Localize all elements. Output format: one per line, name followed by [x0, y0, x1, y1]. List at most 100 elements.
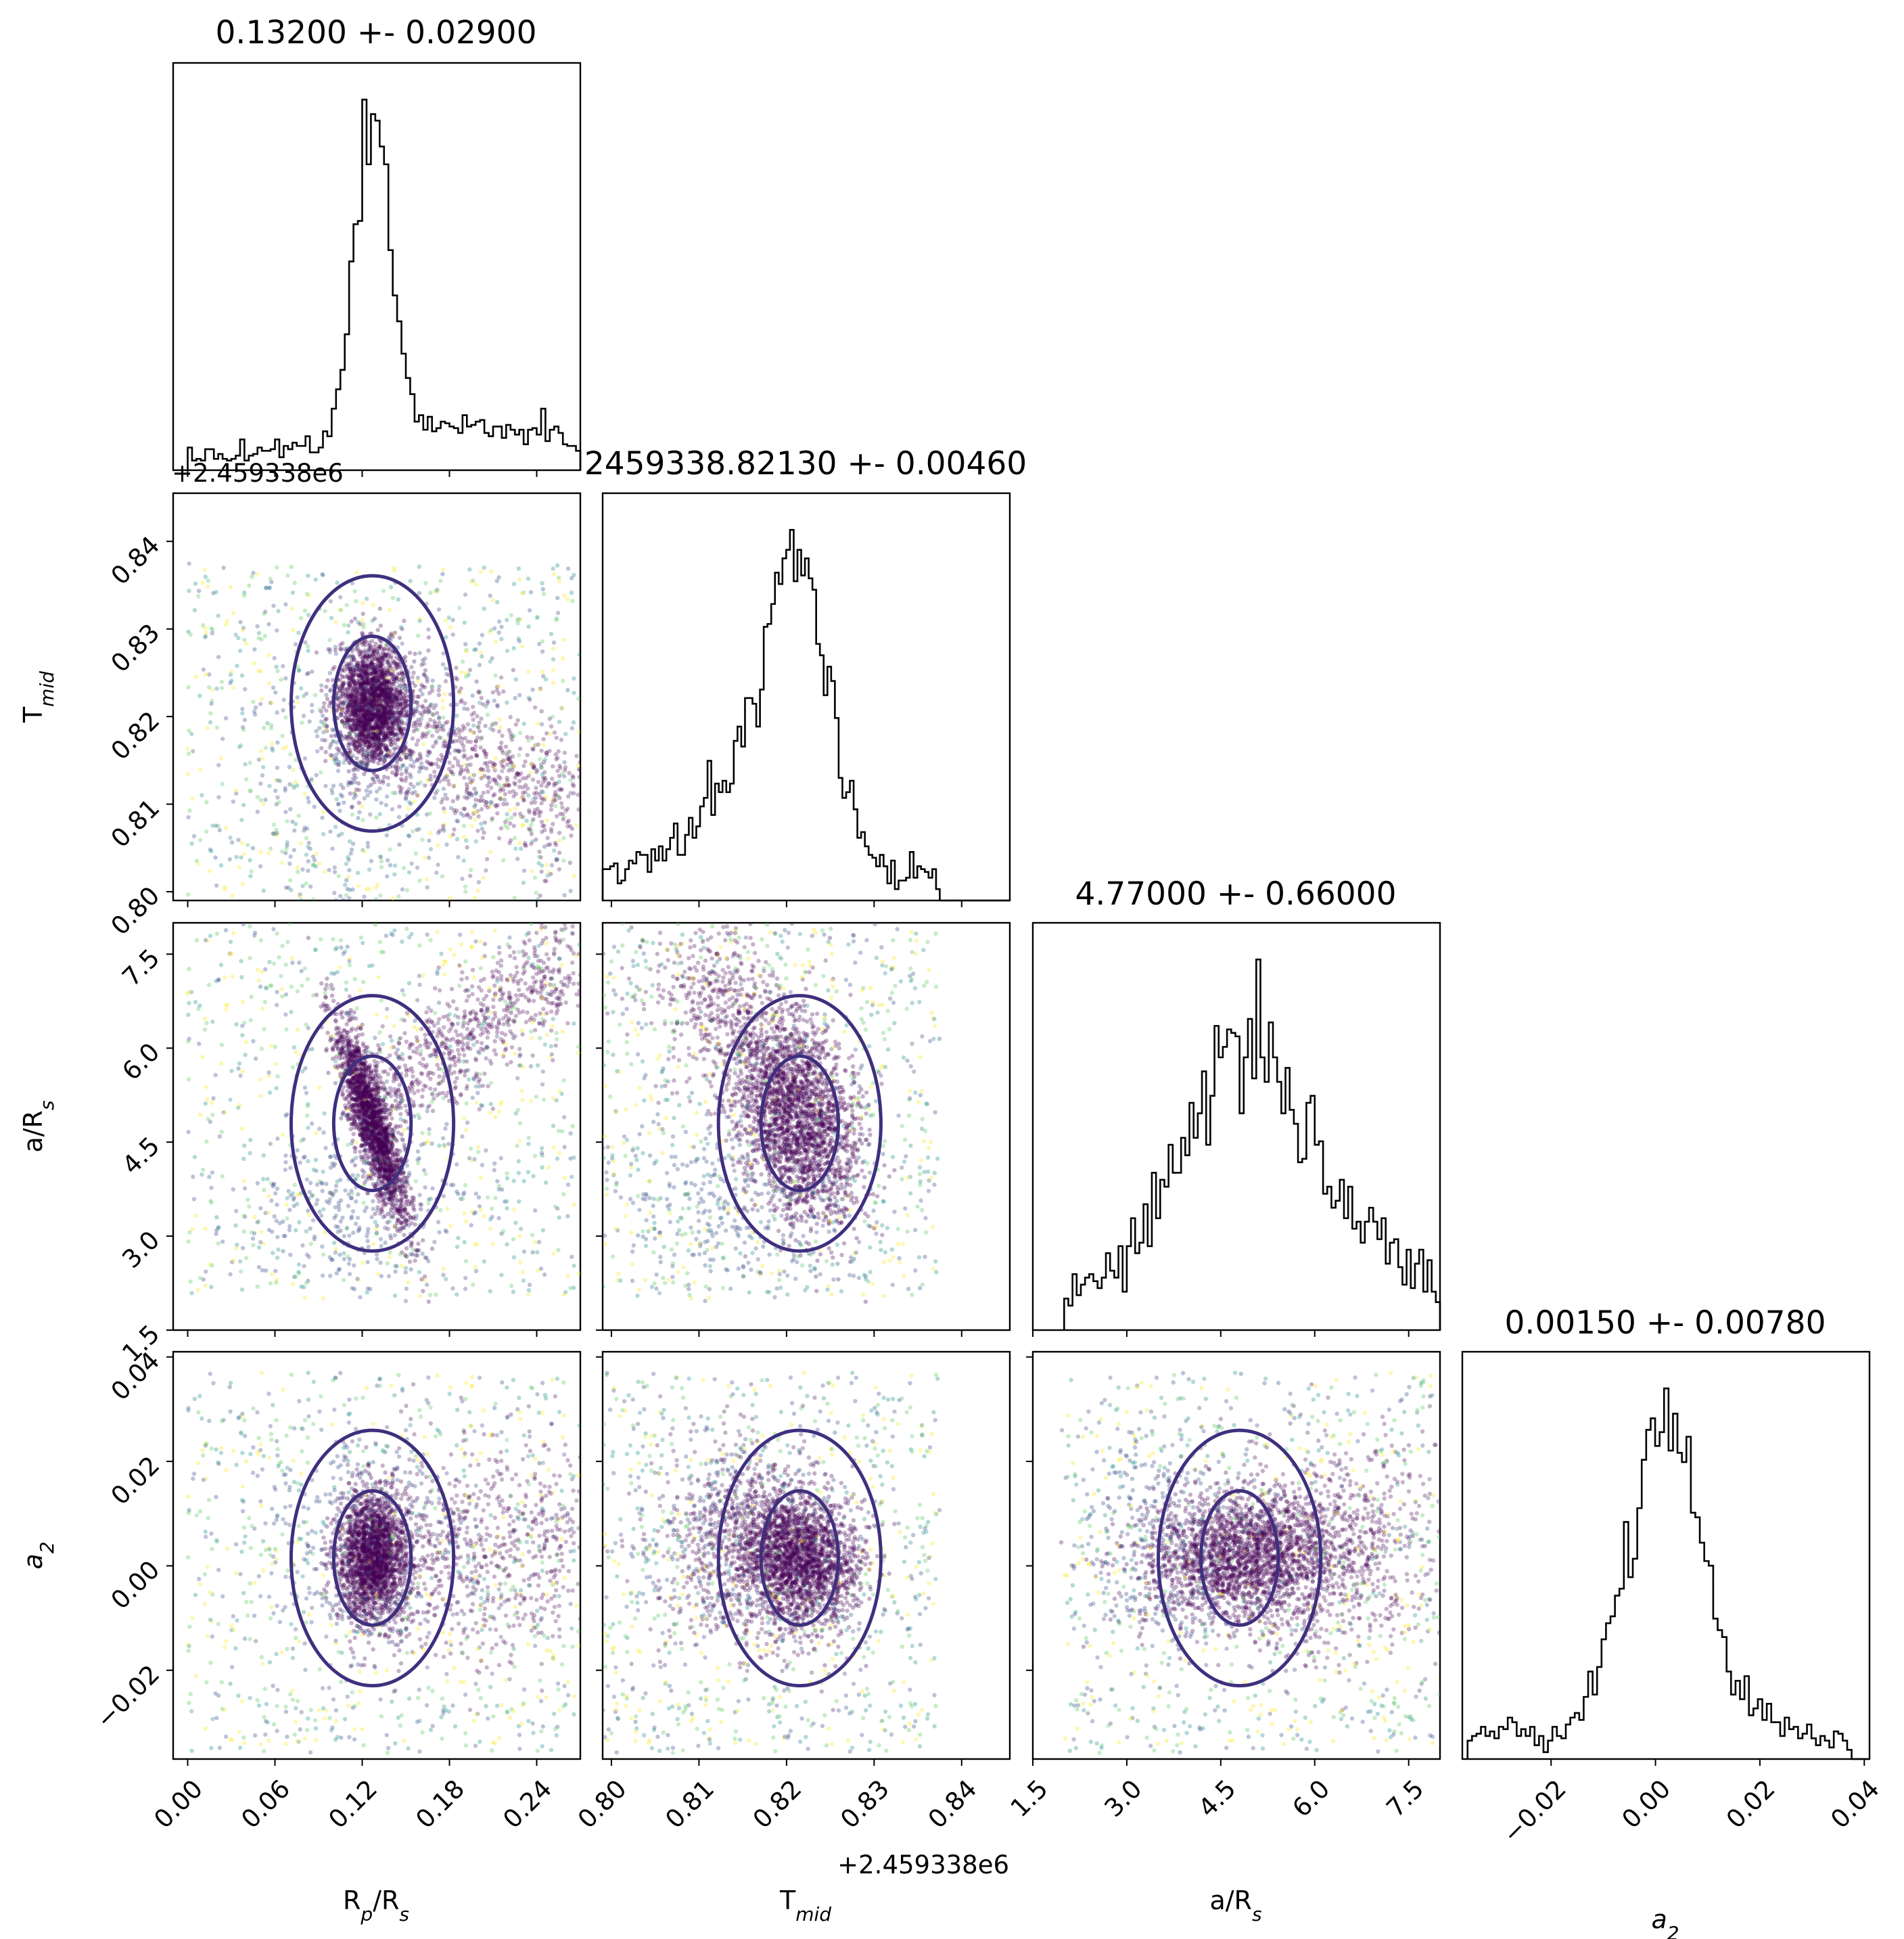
- sample-point: [381, 698, 386, 703]
- sample-point: [358, 762, 364, 767]
- sample-point: [344, 878, 349, 883]
- sample-point: [363, 739, 368, 744]
- sample-point: [364, 726, 369, 731]
- sample-point: [499, 637, 504, 641]
- sample-point: [553, 752, 558, 757]
- sample-point: [353, 698, 358, 704]
- sample-point: [551, 799, 555, 804]
- sample-point: [425, 778, 430, 783]
- sample-point: [335, 802, 341, 807]
- sample-point: [486, 790, 490, 794]
- sample-point: [369, 727, 373, 731]
- sample-point: [365, 763, 369, 769]
- sample-point: [325, 723, 329, 729]
- sample-point: [372, 687, 377, 691]
- sample-point: [417, 769, 422, 774]
- sample-point: [240, 1069, 245, 1074]
- sample-point: [375, 674, 380, 679]
- sample-point: [393, 733, 398, 737]
- sample-point: [207, 672, 212, 677]
- sample-point: [354, 748, 358, 753]
- sample-point: [350, 712, 355, 717]
- sample-point: [357, 726, 362, 731]
- sample-point: [433, 725, 438, 729]
- sample-point: [380, 738, 386, 743]
- sample-point: [346, 696, 350, 701]
- sample-point: [376, 725, 381, 731]
- sample-point: [541, 743, 546, 748]
- sample-point: [350, 710, 355, 714]
- sample-point: [363, 671, 367, 676]
- sample-point: [300, 884, 305, 888]
- sample-point: [556, 794, 561, 798]
- sample-point: [274, 778, 279, 783]
- sample-point: [521, 785, 526, 790]
- sample-point: [383, 719, 388, 725]
- sample-point: [388, 663, 393, 668]
- sample-point: [515, 618, 519, 622]
- sample-point: [248, 858, 252, 863]
- sample-point: [388, 699, 392, 704]
- sample-point: [383, 694, 388, 700]
- sample-point: [330, 678, 335, 683]
- sample-point: [416, 633, 421, 638]
- sample-point: [373, 689, 379, 693]
- sample-point: [549, 724, 554, 729]
- sample-point: [380, 655, 386, 660]
- sample-point: [268, 1281, 273, 1286]
- sample-point: [462, 620, 467, 625]
- sample-point: [356, 690, 361, 695]
- sample-point: [378, 669, 383, 675]
- sample-point: [352, 744, 357, 748]
- sample-point: [367, 712, 371, 717]
- sample-point: [246, 842, 250, 848]
- sample-point: [388, 691, 393, 695]
- sample-point: [383, 708, 388, 714]
- sample-point: [345, 718, 350, 723]
- sample-point: [405, 712, 410, 717]
- sample-point: [281, 698, 286, 702]
- sample-point: [378, 854, 384, 860]
- sample-point: [522, 842, 528, 848]
- sample-point: [376, 703, 381, 708]
- sample-point: [385, 679, 390, 684]
- sample-point: [358, 719, 363, 724]
- sample-point: [507, 808, 512, 813]
- sample-point: [366, 745, 371, 750]
- sample-point: [437, 1074, 442, 1079]
- sample-point: [395, 679, 400, 684]
- sample-point: [354, 672, 359, 677]
- sample-point: [379, 704, 385, 709]
- sample-point: [397, 804, 402, 809]
- sample-point: [359, 761, 364, 766]
- sample-point: [361, 624, 366, 630]
- sample-point: [304, 691, 309, 696]
- sample-point: [398, 767, 403, 771]
- sample-point: [382, 707, 388, 712]
- sample-point: [369, 704, 374, 708]
- sample-point: [441, 651, 446, 656]
- sample-point: [387, 710, 392, 716]
- sample-point: [383, 712, 388, 718]
- sample-point: [540, 829, 544, 834]
- sample-point: [557, 719, 562, 725]
- sample-point: [385, 716, 390, 722]
- sample-point: [513, 722, 519, 727]
- sample-point: [382, 695, 387, 700]
- sample-point: [375, 726, 379, 731]
- sample-point: [519, 796, 524, 800]
- sample-point: [377, 746, 382, 751]
- sample-point: [427, 705, 432, 710]
- sample-point: [384, 737, 389, 742]
- sample-point: [349, 619, 354, 624]
- sample-point: [203, 634, 208, 639]
- sample-point: [352, 724, 357, 729]
- sample-point: [362, 701, 367, 706]
- sample-point: [329, 756, 334, 760]
- sample-point: [400, 988, 405, 993]
- sample-point: [363, 721, 367, 727]
- sample-point: [267, 1090, 273, 1095]
- panel-frame-1-0: [172, 492, 582, 902]
- sample-point: [346, 779, 351, 785]
- sample-point: [364, 886, 369, 892]
